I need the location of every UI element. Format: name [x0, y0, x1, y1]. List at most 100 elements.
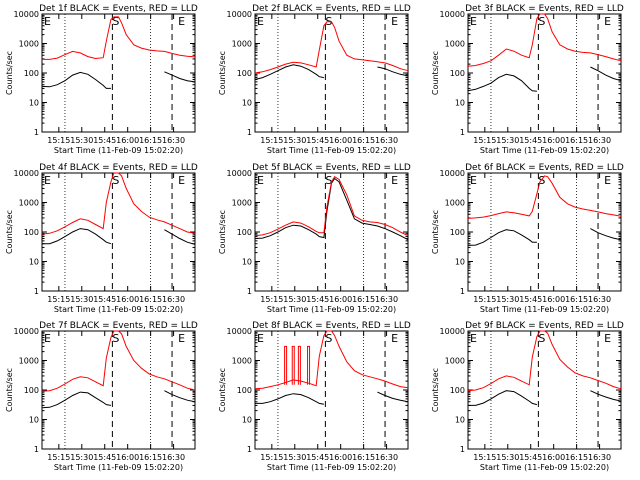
events-series-line [41, 390, 196, 409]
y-tick-label: 100 [237, 386, 252, 395]
y-tick-label: 10000 [14, 10, 39, 19]
edge-e-marker: E [44, 174, 51, 187]
x-tick-label: 16:15 [139, 453, 162, 462]
x-tick-label: 16:00 [116, 453, 139, 462]
events-series-line [255, 391, 409, 405]
x-tick-label: 16:00 [329, 453, 352, 462]
y-tick-label: 1 [460, 445, 465, 454]
x-tick-label: 15:30 [283, 136, 306, 145]
panel-title: Det 2f BLACK = Events, RED = LLD [252, 4, 411, 14]
x-tick-label: 15:45 [306, 295, 329, 304]
lld-spike [297, 345, 301, 385]
edge-e-marker: E [44, 15, 51, 28]
x-tick-label: 15:15 [260, 136, 283, 145]
x-tick-label: 15:45 [519, 453, 542, 462]
x-tick-label: 15:45 [519, 295, 542, 304]
events-series-line [467, 66, 622, 92]
y-tick-label: 100 [24, 69, 39, 78]
x-tick-label: 16:00 [329, 136, 352, 145]
y-tick-label: 100 [450, 228, 465, 237]
y-tick-label: 1 [460, 128, 465, 137]
events-series-line [467, 228, 622, 246]
x-tick-label: 15:45 [306, 453, 329, 462]
x-tick-label: 16:15 [352, 295, 375, 304]
detector-panel-7: Det 7f BLACK = Events, RED = LLD 1 10 100 10… [5, 321, 198, 472]
lld-series-line [42, 16, 196, 60]
end-e-marker: E [178, 332, 185, 345]
y-axis-label: Counts/sec [431, 368, 440, 412]
events-series-line [42, 228, 196, 245]
detector-panel-1: Det 1f BLACK = Events, RED = LLD 1 10 100 10… [5, 4, 198, 155]
start-s-marker: S [112, 15, 119, 28]
x-axis-label: Start Time (11-Feb-09 15:02:20) [54, 146, 183, 155]
detector-panel-6: Det 6f BLACK = Events, RED = LLD 1 10 100 10… [431, 163, 624, 314]
x-tick-label: 16:00 [542, 453, 565, 462]
panel-title: Det 9f BLACK = Events, RED = LLD [465, 321, 624, 331]
y-tick-label: 10 [29, 99, 39, 108]
y-axis-label: Counts/sec [431, 210, 440, 254]
panel-title: Det 5f BLACK = Events, RED = LLD [252, 163, 411, 173]
lld-series-line [467, 330, 622, 392]
x-tick-label: 15:30 [283, 295, 306, 304]
panel-title: Det 3f BLACK = Events, RED = LLD [465, 4, 624, 14]
x-tick-label: 16:15 [565, 136, 588, 145]
x-tick-label: 15:15 [473, 136, 496, 145]
y-tick-label: 10000 [440, 169, 465, 178]
x-axis-label: Start Time (11-Feb-09 15:02:20) [54, 463, 183, 472]
lld-spike [307, 345, 311, 385]
y-tick-label: 100 [237, 228, 252, 237]
y-tick-label: 10 [242, 99, 252, 108]
x-tick-label: 16:30 [588, 453, 611, 462]
x-tick-label: 16:00 [542, 136, 565, 145]
x-tick-label: 16:15 [139, 295, 162, 304]
y-tick-label: 10 [242, 416, 252, 425]
detector-panel-9: Det 9f BLACK = Events, RED = LLD 1 10 100 10… [431, 321, 624, 472]
x-tick-label: 15:30 [70, 136, 93, 145]
y-tick-label: 10 [29, 416, 39, 425]
y-tick-label: 100 [24, 386, 39, 395]
y-tick-label: 10 [242, 258, 252, 267]
x-axis-label: Start Time (11-Feb-09 15:02:20) [267, 305, 396, 314]
lld-series-line [254, 176, 409, 237]
y-axis-label: Counts/sec [5, 368, 14, 412]
end-e-marker: E [178, 174, 185, 187]
start-s-marker: S [538, 174, 545, 187]
edge-e-marker: E [257, 332, 264, 345]
y-tick-label: 1 [34, 128, 39, 137]
x-tick-label: 15:30 [70, 453, 93, 462]
lld-series-line [467, 175, 622, 219]
y-tick-label: 1000 [232, 357, 252, 366]
x-tick-label: 16:30 [162, 295, 185, 304]
end-e-marker: E [604, 15, 611, 28]
edge-e-marker: E [470, 15, 477, 28]
lld-spike [291, 345, 295, 385]
x-tick-label: 15:45 [519, 136, 542, 145]
start-s-marker: S [538, 15, 545, 28]
y-tick-label: 10000 [440, 10, 465, 19]
end-e-marker: E [178, 15, 185, 28]
x-tick-label: 16:30 [375, 295, 398, 304]
detector-panel-3: Det 3f BLACK = Events, RED = LLD 1 10 100 10… [431, 4, 624, 155]
y-tick-label: 1000 [19, 40, 39, 49]
y-tick-label: 10000 [440, 327, 465, 336]
y-tick-label: 10000 [227, 327, 252, 336]
edge-e-marker: E [44, 332, 51, 345]
x-tick-label: 15:45 [306, 136, 329, 145]
y-axis-label: Counts/sec [218, 210, 227, 254]
x-axis-label: Start Time (11-Feb-09 15:02:20) [480, 463, 609, 472]
x-axis-label: Start Time (11-Feb-09 15:02:20) [480, 146, 609, 155]
y-tick-label: 10000 [227, 169, 252, 178]
x-tick-label: 15:45 [93, 453, 116, 462]
x-tick-label: 15:30 [496, 453, 519, 462]
y-tick-label: 1000 [19, 357, 39, 366]
x-tick-label: 16:30 [375, 453, 398, 462]
lld-series-line [254, 21, 409, 74]
detector-panel-4: Det 4f BLACK = Events, RED = LLD 1 10 100 10… [5, 163, 198, 314]
x-tick-label: 16:15 [139, 136, 162, 145]
x-tick-label: 16:15 [565, 453, 588, 462]
detector-panel-2: Det 2f BLACK = Events, RED = LLD 1 10 100 10… [218, 4, 411, 155]
x-axis-label: Start Time (11-Feb-09 15:02:20) [267, 146, 396, 155]
detector-panel-5: Det 5f BLACK = Events, RED = LLD 1 10 100 10… [218, 163, 411, 314]
x-tick-label: 16:30 [588, 136, 611, 145]
events-series-line [468, 390, 622, 406]
